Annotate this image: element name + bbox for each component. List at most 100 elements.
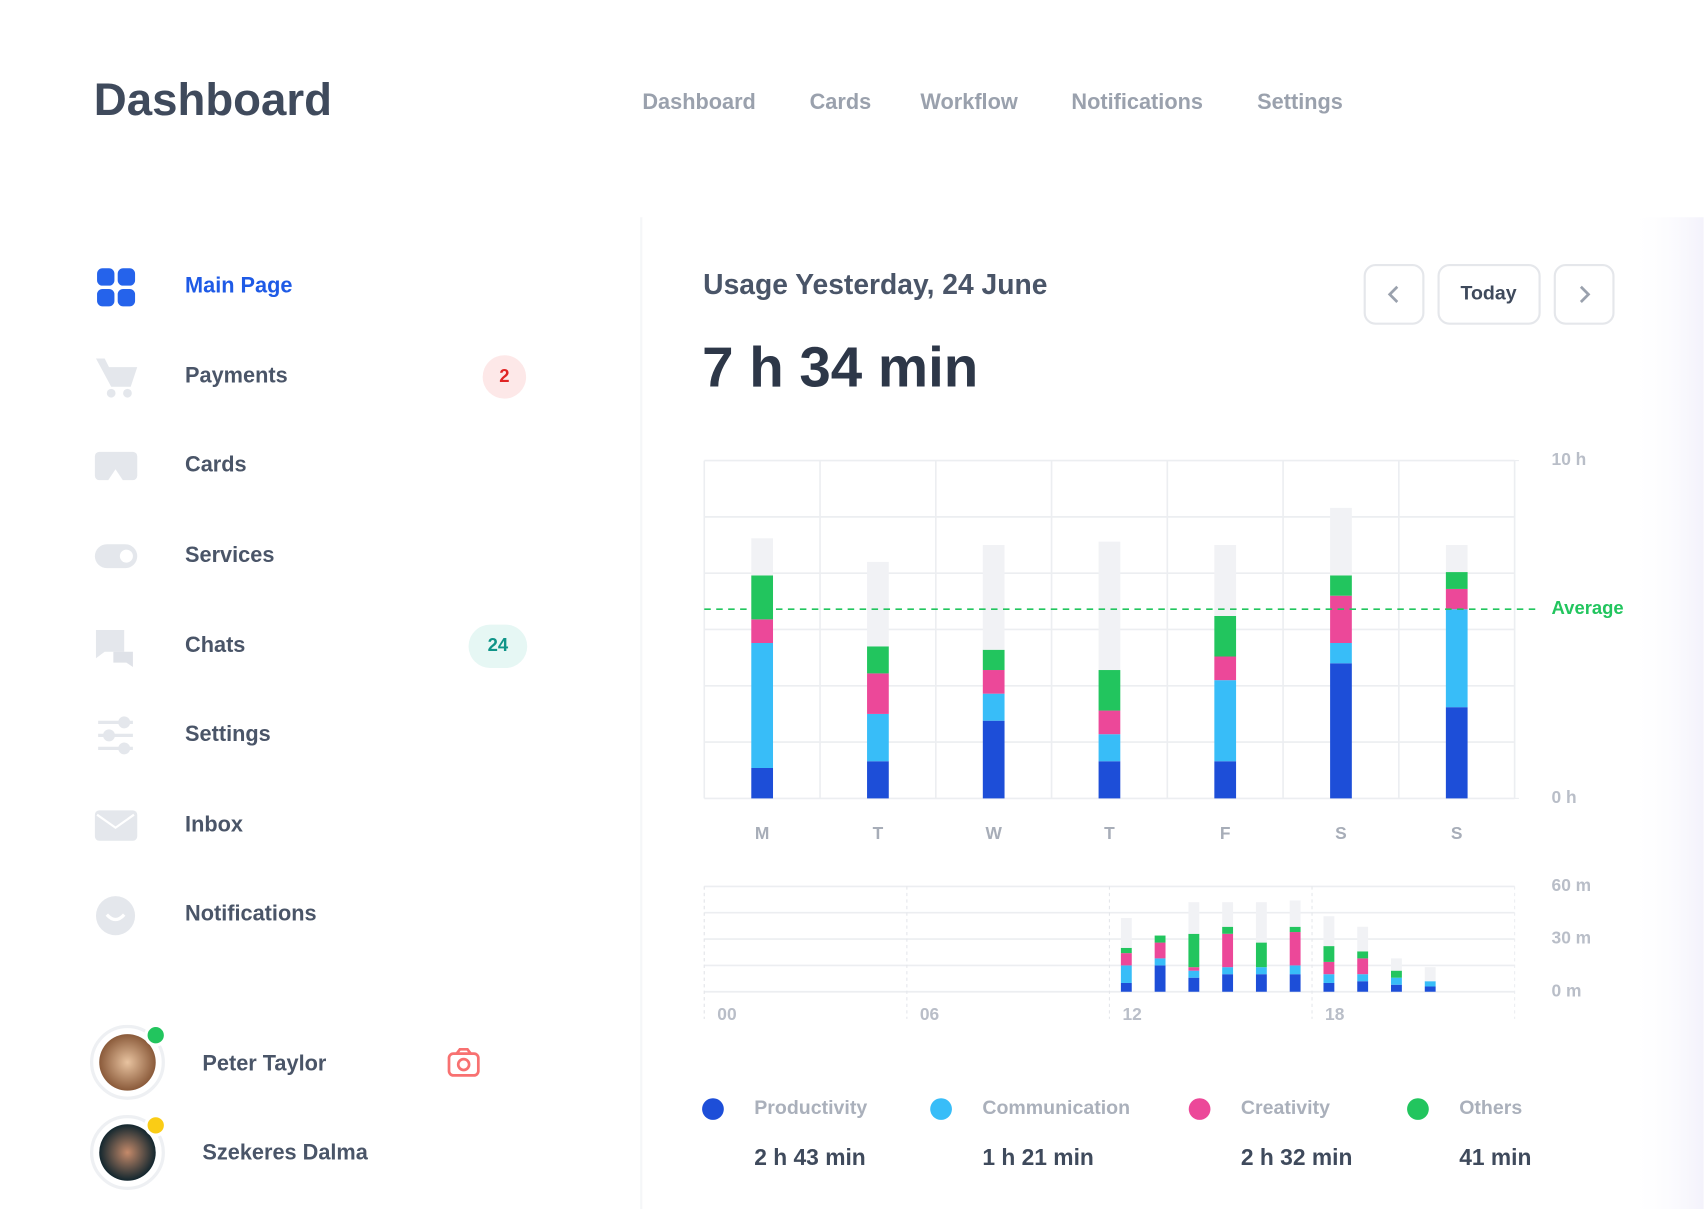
x-tick-label: T bbox=[1104, 823, 1115, 843]
bar-segment bbox=[1214, 680, 1237, 762]
usage-total: 7 h 34 min bbox=[702, 335, 978, 398]
bar-segment bbox=[1255, 942, 1267, 968]
bar-segment bbox=[867, 761, 889, 799]
bar-segment bbox=[1222, 926, 1234, 934]
bar-segment bbox=[1357, 926, 1369, 952]
legend-name: Communication bbox=[982, 1097, 1130, 1119]
next-arrow bbox=[1579, 285, 1591, 303]
bar-segment bbox=[982, 649, 1005, 671]
prev-arrow bbox=[1387, 285, 1399, 303]
nav-link[interactable]: Cards bbox=[810, 89, 872, 114]
menu-item[interactable]: Services bbox=[185, 542, 274, 567]
bar-segment bbox=[1330, 663, 1352, 799]
user-name[interactable]: Szekeres Dalma bbox=[202, 1139, 368, 1164]
bar-segment bbox=[1222, 902, 1234, 927]
bar-segment bbox=[1445, 588, 1468, 610]
bar-segment bbox=[1222, 933, 1234, 968]
bar-segment bbox=[1120, 947, 1132, 954]
nav-link[interactable]: Settings bbox=[1257, 89, 1343, 114]
bar-segment bbox=[982, 670, 1005, 694]
bar-segment bbox=[1214, 761, 1237, 799]
x-tick-label: 00 bbox=[717, 1004, 736, 1024]
today-label: Today bbox=[1460, 283, 1516, 305]
icon-mail bbox=[94, 810, 138, 841]
page-title: Dashboard bbox=[94, 74, 332, 125]
x-tick-label: 06 bbox=[920, 1004, 940, 1024]
menu-item[interactable]: Notifications bbox=[185, 900, 317, 925]
bar-segment bbox=[1188, 977, 1200, 992]
y-tick-label: 10 h bbox=[1552, 449, 1587, 469]
bar-segment bbox=[1098, 541, 1121, 671]
menu-item[interactable]: Inbox bbox=[185, 811, 243, 836]
bar-segment bbox=[751, 767, 774, 799]
nav-link[interactable]: Dashboard bbox=[642, 89, 755, 114]
bar-segment bbox=[1154, 942, 1166, 959]
menu-item[interactable]: Main Page bbox=[185, 273, 292, 298]
avatar bbox=[99, 1124, 156, 1181]
bar-segment bbox=[1391, 958, 1402, 971]
bar-segment bbox=[1323, 982, 1335, 992]
x-tick-label: 12 bbox=[1122, 1004, 1141, 1024]
bar-segment bbox=[1154, 935, 1166, 943]
bar-segment bbox=[1330, 507, 1352, 576]
bar-segment bbox=[867, 673, 889, 714]
next-button[interactable] bbox=[1553, 263, 1615, 325]
x-tick-label: F bbox=[1220, 823, 1231, 843]
bar-segment bbox=[1255, 902, 1267, 943]
bar-segment bbox=[1424, 986, 1436, 992]
menu-item[interactable]: Payments bbox=[185, 363, 288, 388]
bar-segment bbox=[1445, 707, 1468, 799]
x-tick-label: S bbox=[1335, 823, 1347, 843]
menu-item[interactable]: Settings bbox=[185, 721, 271, 746]
y-tick-label: 30 m bbox=[1552, 928, 1592, 948]
bar-segment bbox=[1188, 933, 1200, 968]
bar-segment bbox=[1214, 545, 1237, 616]
bar-segment bbox=[1154, 958, 1166, 966]
x-tick-label: S bbox=[1451, 823, 1463, 843]
bar-segment bbox=[1357, 981, 1369, 992]
legend-total: 41 min bbox=[1459, 1144, 1531, 1170]
nav-link[interactable]: Notifications bbox=[1071, 89, 1203, 114]
legend-total: 2 h 32 min bbox=[1241, 1144, 1353, 1170]
camera-icon[interactable] bbox=[447, 1047, 480, 1077]
legend-dot bbox=[1407, 1098, 1429, 1120]
bar-segment bbox=[867, 713, 889, 762]
prev-button[interactable] bbox=[1363, 263, 1425, 325]
badge-text: 24 bbox=[488, 634, 509, 655]
bar-segment bbox=[1255, 967, 1267, 975]
bar-segment bbox=[1222, 974, 1234, 992]
legend-name: Creativity bbox=[1241, 1097, 1330, 1119]
nav-link[interactable]: Workflow bbox=[920, 89, 1017, 114]
bar-segment bbox=[1188, 970, 1200, 978]
bar-segment bbox=[1222, 967, 1234, 975]
bar-segment bbox=[1098, 734, 1121, 762]
bar-segment bbox=[1330, 642, 1352, 664]
menu-item[interactable]: Cards bbox=[185, 452, 247, 477]
bar-segment bbox=[1120, 965, 1132, 983]
badge bbox=[468, 624, 528, 669]
y-tick-label: 60 m bbox=[1552, 875, 1592, 895]
bar-segment bbox=[1330, 595, 1352, 643]
bar-segment bbox=[1357, 974, 1369, 982]
legend-dot bbox=[930, 1098, 952, 1120]
user-name[interactable]: Peter Taylor bbox=[202, 1050, 326, 1075]
bar-segment bbox=[1120, 953, 1132, 966]
badge bbox=[482, 355, 527, 399]
bar-segment bbox=[982, 693, 1005, 721]
bar-segment bbox=[1098, 670, 1121, 711]
bar-segment bbox=[1323, 961, 1335, 975]
bar-segment bbox=[1445, 609, 1468, 708]
bar-segment bbox=[1391, 970, 1402, 978]
today-button[interactable] bbox=[1437, 263, 1541, 325]
bar-segment bbox=[1330, 575, 1352, 596]
bar-segment bbox=[867, 561, 889, 647]
bar-segment bbox=[1188, 902, 1200, 934]
icon-cart bbox=[95, 358, 138, 398]
bar-segment bbox=[1391, 977, 1402, 985]
icon-sliders bbox=[98, 716, 133, 755]
icon-main bbox=[97, 268, 136, 307]
menu-item[interactable]: Chats bbox=[185, 632, 245, 657]
bar-segment bbox=[751, 642, 774, 768]
